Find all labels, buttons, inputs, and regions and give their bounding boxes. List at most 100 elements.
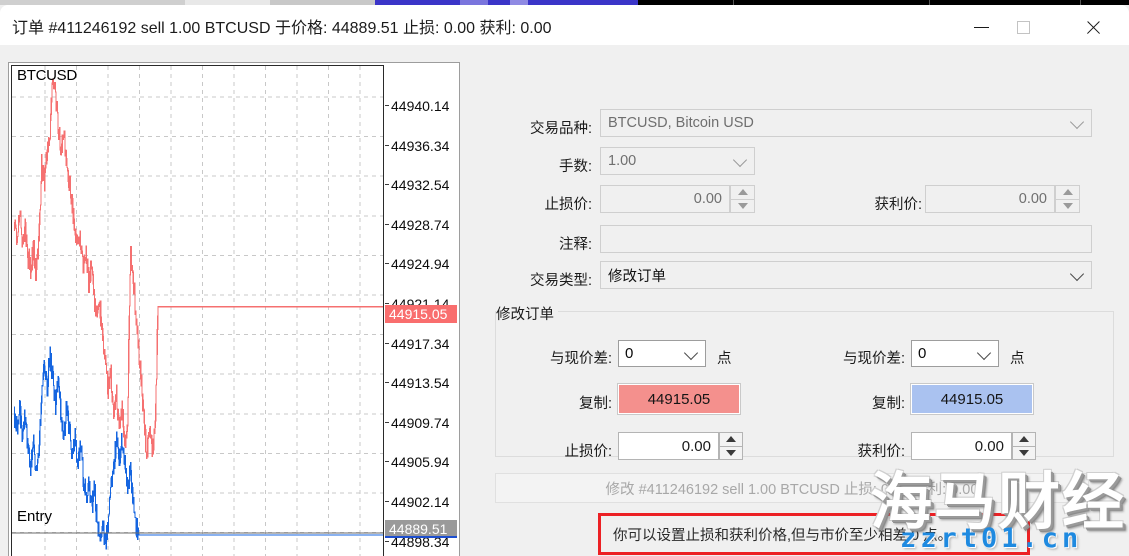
tp-offset-value: 0	[918, 345, 927, 362]
axis-tick-mark	[385, 342, 389, 344]
takeprofit-spinner[interactable]	[1055, 185, 1080, 213]
price-tick-label: 44913.54	[391, 375, 450, 392]
stoploss-value: 0.00	[693, 191, 722, 207]
volume-value: 1.00	[608, 153, 637, 169]
price-tick-label: 44905.94	[391, 454, 450, 471]
axis-tick-mark	[385, 461, 389, 463]
tp-price-spinner[interactable]	[1012, 432, 1036, 460]
entry-line-label: Entry	[17, 508, 53, 525]
sl-offset-unit: 点	[717, 351, 732, 367]
takeprofit-spin-down[interactable]	[1055, 198, 1080, 213]
tp-offset-label: 与现价差:	[842, 351, 905, 367]
symbol-value: BTCUSD, Bitcoin USD	[608, 115, 754, 131]
sl-offset-value: 0	[625, 345, 634, 362]
caret-down-icon	[726, 449, 736, 456]
symbol-combo[interactable]: BTCUSD, Bitcoin USD	[600, 109, 1092, 137]
sl-price-input[interactable]: 0.00	[618, 432, 719, 460]
price-tick-label: 44932.54	[391, 177, 450, 194]
sl-price-value: 0.00	[681, 437, 711, 455]
takeprofit-spin-up[interactable]	[1055, 185, 1080, 200]
price-tick-label: 44909.74	[391, 414, 450, 431]
close-button[interactable]	[1070, 10, 1116, 44]
sl-copy-button[interactable]: 44915.05	[617, 383, 741, 415]
chart-plot-area[interactable]: BTCUSD Entry	[11, 65, 384, 556]
axis-tick-mark	[385, 223, 389, 225]
price-chart-panel[interactable]: BTCUSD Entry 44940.14 44936.34 44932.54 449…	[8, 62, 460, 556]
sl-price-spinner[interactable]	[719, 432, 743, 460]
sl-price-spin-down[interactable]	[719, 445, 743, 460]
chart-series-bid	[13, 346, 383, 550]
chevron-down-icon	[1069, 114, 1085, 130]
tp-copy-label: 复制:	[871, 396, 905, 412]
takeprofit-value: 0.00	[1018, 191, 1047, 207]
axis-tick-mark	[385, 303, 389, 304]
background-top-strip	[0, 0, 1129, 5]
maximize-icon	[1016, 20, 1030, 34]
price-tick-label: 44902.14	[391, 494, 450, 510]
tp-offset-combo[interactable]: 0	[911, 340, 999, 367]
comment-input[interactable]	[600, 225, 1092, 253]
symbol-label: 交易品种:	[529, 121, 592, 137]
stoploss-spinner[interactable]	[730, 185, 755, 213]
axis-tick-mark	[385, 501, 389, 502]
tp-copy-button[interactable]: 44915.05	[910, 383, 1034, 415]
order-type-label: 交易类型:	[529, 273, 592, 289]
chart-series-ask	[13, 78, 383, 460]
tp-price-spin-up[interactable]	[1012, 432, 1036, 447]
modify-order-button-label: 修改 #411246192 sell 1.00 BTCUSD 止损: 0.00 …	[605, 481, 979, 498]
caret-down-icon	[1062, 202, 1073, 209]
title-bar: 订单 #411246192 sell 1.00 BTCUSD 于价格: 4488…	[0, 5, 1129, 45]
stoploss-label: 止损价:	[544, 197, 592, 213]
axis-tick-mark	[385, 382, 389, 384]
stoploss-input[interactable]: 0.00	[600, 185, 730, 213]
takeprofit-label: 获利价:	[874, 197, 922, 213]
tp-price-input[interactable]: 0.00	[911, 432, 1012, 460]
modify-order-group-title: 修改订单	[496, 303, 558, 324]
bid-price-badge: 44889.51	[385, 520, 457, 538]
caret-up-icon	[737, 189, 748, 196]
volume-combo[interactable]: 1.00	[600, 147, 755, 175]
caret-down-icon	[1019, 449, 1029, 456]
sl-copy-label: 复制:	[578, 396, 612, 412]
chevron-down-icon	[976, 345, 992, 360]
order-type-value: 修改订单	[608, 268, 666, 285]
close-icon	[1085, 19, 1101, 35]
tp-price-label: 获利价:	[857, 444, 905, 460]
minimize-button[interactable]	[958, 10, 1004, 44]
price-scale-axis[interactable]: 44940.14 44936.34 44932.54 44928.74 44924.94…	[385, 65, 459, 556]
ask-price-badge: 44915.05	[385, 305, 457, 323]
sl-offset-combo[interactable]: 0	[618, 340, 706, 367]
modify-order-button[interactable]: 修改 #411246192 sell 1.00 BTCUSD 止损: 0.00 …	[495, 473, 1089, 503]
axis-tick-mark	[385, 263, 389, 265]
takeprofit-input[interactable]: 0.00	[925, 185, 1055, 213]
stoploss-spin-up[interactable]	[730, 185, 755, 200]
dialog-body: BTCUSD Entry 44940.14 44936.34 44932.54 449…	[0, 45, 1129, 556]
caret-up-icon	[1062, 189, 1073, 196]
order-type-combo[interactable]: 修改订单	[600, 261, 1092, 289]
price-tick-label: 44940.14	[391, 98, 450, 114]
sl-price-label: 止损价:	[564, 444, 612, 460]
caret-up-icon	[726, 436, 736, 443]
window-title: 订单 #411246192 sell 1.00 BTCUSD 于价格: 4488…	[12, 20, 552, 37]
axis-tick-mark	[385, 421, 389, 423]
sl-offset-label: 与现价差:	[549, 351, 612, 367]
chart-svg	[12, 66, 383, 556]
volume-label: 手数:	[558, 159, 592, 175]
axis-tick-mark	[385, 105, 389, 106]
maximize-button[interactable]	[1000, 10, 1046, 44]
caret-down-icon	[737, 202, 748, 209]
price-tick-label: 44917.34	[391, 335, 450, 352]
tp-price-value: 0.00	[974, 437, 1004, 455]
comment-label: 注释:	[558, 237, 592, 253]
sl-price-spin-up[interactable]	[719, 432, 743, 447]
chart-symbol-label: BTCUSD	[17, 67, 77, 84]
chevron-down-icon	[1069, 266, 1085, 282]
stoploss-spin-down[interactable]	[730, 198, 755, 213]
tp-price-spin-down[interactable]	[1012, 445, 1036, 460]
axis-tick-mark	[385, 144, 389, 146]
axis-tick-mark	[385, 540, 389, 542]
modify-order-groupbox	[495, 311, 1114, 457]
caret-up-icon	[1019, 436, 1029, 443]
axis-tick-mark	[385, 184, 389, 186]
price-tick-label: 44924.94	[391, 256, 450, 273]
